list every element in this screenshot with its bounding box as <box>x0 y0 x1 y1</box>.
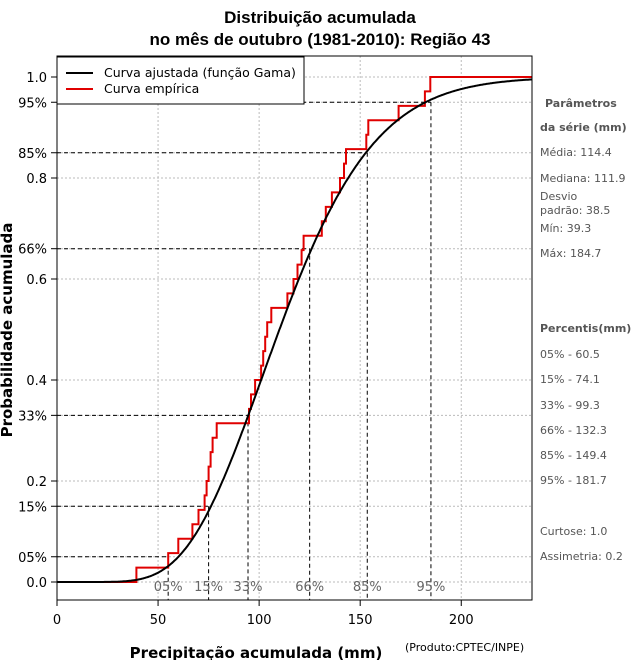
chart-title-line1: Distribuição acumulada <box>224 8 416 27</box>
y-tick-label: 0.4 <box>26 374 47 389</box>
max-value: Máx: 184.7 <box>540 247 602 260</box>
percentile-x-label: 33% <box>234 580 263 595</box>
kurtosis-value: Curtose: 1.0 <box>540 525 608 538</box>
x-tick-label: 200 <box>449 613 474 628</box>
legend-box <box>56 56 305 105</box>
legend: Curva ajustada (função Gama) Curva empír… <box>56 56 305 105</box>
empirical-curve <box>57 76 532 583</box>
mean-value: Média: 114.4 <box>540 146 612 159</box>
percentile-15: 15% - 74.1 <box>540 373 600 386</box>
percentile-95: 95% - 181.7 <box>540 474 607 487</box>
x-tick-label: 50 <box>150 613 167 628</box>
percentile-x-label: 66% <box>295 580 324 595</box>
y-percent-tick-label: 05% <box>18 551 47 566</box>
y-percent-tick-label: 33% <box>18 409 47 424</box>
y-tick-label: 0.8 <box>26 172 47 187</box>
y-percent-tick-label: 15% <box>18 500 47 515</box>
percentile-05: 05% - 60.5 <box>540 348 600 361</box>
y-percent-tick-label: 85% <box>18 147 47 162</box>
percentile-x-label: 15% <box>194 580 223 595</box>
percentile-x-label: 95% <box>416 580 445 595</box>
y-tick-label: 0.0 <box>26 576 47 591</box>
percentile-33: 33% - 99.3 <box>540 399 600 412</box>
percentiles-title: Percentis(mm) <box>540 322 632 335</box>
y-percent-tick-label: 95% <box>18 96 47 111</box>
legend-empirical-label: Curva empírica <box>104 81 199 96</box>
y-tick-label: 1.0 <box>26 71 47 86</box>
plot-frame <box>56 55 533 601</box>
stddev-value: padrão: 38.5 <box>540 204 611 217</box>
percentile-85: 85% - 149.4 <box>540 449 607 462</box>
x-axis-label: Precipitação acumulada (mm) <box>130 644 383 660</box>
percentile-x-label: 85% <box>353 580 382 595</box>
median-value: Mediana: 111.9 <box>540 172 626 185</box>
product-credit: (Produto:CPTEC/INPE) <box>405 641 525 654</box>
x-tick-label: 0 <box>53 613 61 628</box>
params-title-2: da série (mm) <box>540 121 627 134</box>
x-tick-label: 100 <box>247 613 272 628</box>
x-tick-label: 150 <box>348 613 373 628</box>
fitted-gamma-curve <box>57 78 533 583</box>
percentile-guides: 05% 15% 33% 66% 85% 95% <box>57 101 445 600</box>
y-percent-tick-label: 66% <box>18 243 47 258</box>
min-value: Mín: 39.3 <box>540 222 592 235</box>
params-title-1: Parâmetros <box>545 97 617 110</box>
grid-lines <box>56 56 532 600</box>
axes: 0 50 100 150 200 0.0 0.2 0.4 0.6 0.8 1.0 05% 15% 33% 6… <box>18 71 474 628</box>
chart-title-line2: no mês de outubro (1981-2010): Região 43 <box>149 30 491 49</box>
legend-fitted-label: Curva ajustada (função Gama) <box>104 65 296 80</box>
skewness-value: Assimetria: 0.2 <box>540 550 623 563</box>
stddev-label: Desvio <box>540 190 578 203</box>
percentile-66: 66% - 132.3 <box>540 424 607 437</box>
percentile-x-label: 05% <box>154 580 183 595</box>
y-tick-label: 0.6 <box>26 273 47 288</box>
y-tick-label: 0.2 <box>26 475 47 490</box>
y-axis-label: Probabilidade acumulada <box>0 223 16 438</box>
